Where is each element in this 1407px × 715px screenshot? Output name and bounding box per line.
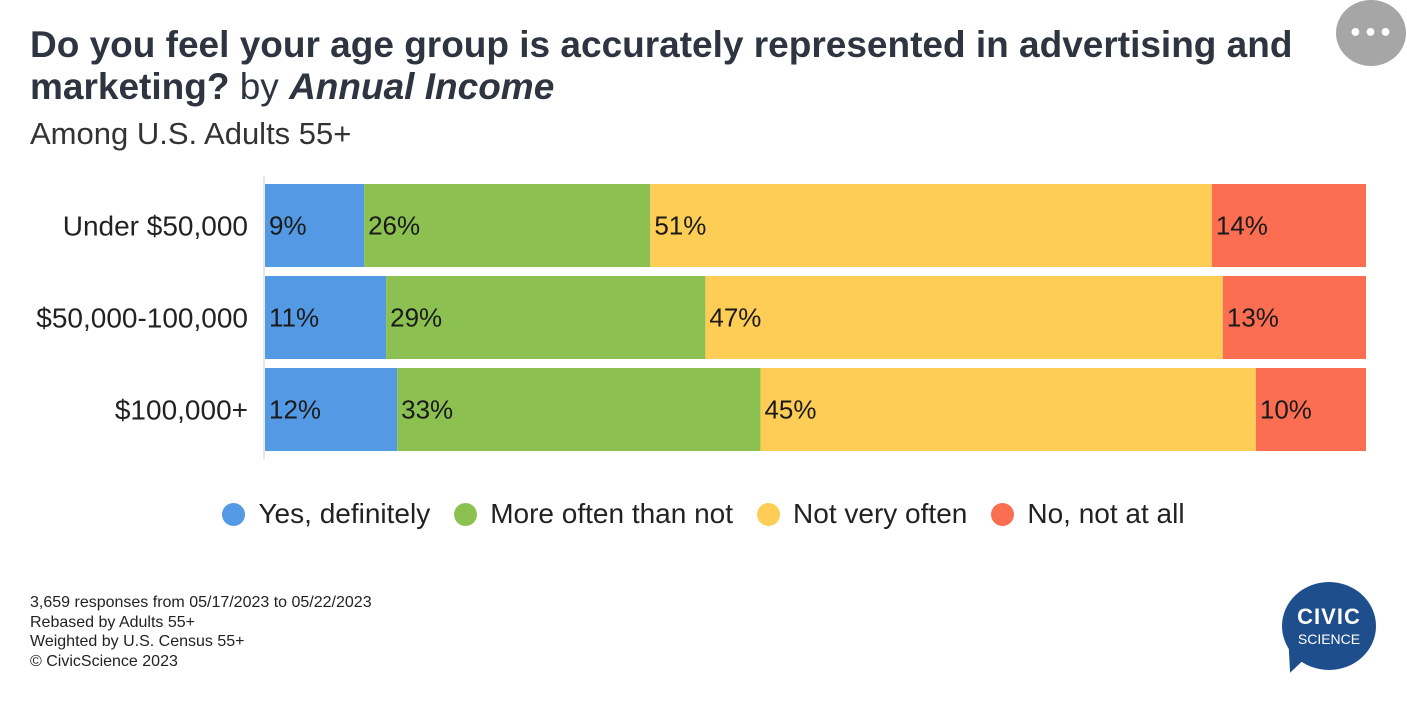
- title-by: by: [239, 66, 279, 107]
- data-label: 51%: [654, 211, 706, 241]
- footnote-weighted: Weighted by U.S. Census 55+: [30, 633, 245, 650]
- bar-segment: [650, 184, 1212, 267]
- category-label: Under $50,000: [63, 211, 248, 242]
- legend-swatch: [222, 502, 246, 526]
- category-label: $50,000-100,000: [36, 303, 248, 334]
- logo-text-science: SCIENCE: [1297, 631, 1361, 647]
- legend-item-yes-definitely[interactable]: Yes, definitely: [222, 498, 430, 530]
- data-label: 26%: [368, 211, 420, 241]
- data-label: 47%: [709, 303, 761, 333]
- bar-segment: [397, 368, 761, 451]
- logo-speech-bubble: [1282, 582, 1376, 670]
- legend-item-no-not-at-all[interactable]: No, not at all: [991, 498, 1185, 530]
- data-label: 9%: [269, 211, 307, 241]
- legend-item-more-often-than-not[interactable]: More often than not: [454, 498, 733, 530]
- data-label: 33%: [401, 395, 453, 425]
- chart-title: Do you feel your age group is accurately…: [30, 24, 1320, 108]
- footnote-rebased: Rebased by Adults 55+: [30, 613, 196, 631]
- legend-swatch: [454, 502, 478, 526]
- bar-segment: [386, 276, 706, 359]
- data-label: 10%: [1260, 395, 1312, 425]
- category-label: $100,000+: [115, 395, 248, 426]
- chart-subtitle: Among U.S. Adults 55+: [30, 116, 352, 151]
- bar-segment: [265, 368, 398, 451]
- bar-segment: [1222, 276, 1366, 359]
- data-label: 29%: [390, 303, 442, 333]
- footnote-copyright: © CivicScience 2023: [30, 652, 178, 670]
- legend-swatch: [991, 502, 1015, 526]
- data-label: 45%: [764, 395, 816, 425]
- data-label: 12%: [269, 395, 321, 425]
- legend-label: Yes, definitely: [258, 498, 431, 529]
- legend-label: More often than not: [490, 498, 734, 529]
- bar-segment: [705, 276, 1223, 359]
- data-label: 11%: [269, 303, 319, 333]
- legend-label: Not very often: [793, 498, 968, 529]
- title-question: Do you feel your age group is accurately…: [30, 24, 1293, 107]
- bar-segment: [265, 184, 365, 267]
- footnotes: 3,659 responses from 05/17/2023 to 05/22…: [30, 593, 372, 671]
- footnote-responses: 3,659 responses from 05/17/2023 to 05/22…: [30, 594, 372, 611]
- bar-segment: [364, 184, 651, 267]
- civicscience-logo: CIVIC SCIENCE: [1280, 582, 1378, 678]
- data-label: 14%: [1216, 211, 1268, 241]
- bar-segment: [760, 368, 1256, 451]
- chart-legend: Yes, definitely More often than not Not …: [0, 498, 1407, 530]
- bar-segment: [1255, 368, 1366, 451]
- title-dimension: Annual Income: [289, 66, 555, 107]
- stacked-bar-chart: Under $50,000 9% 26% 51% 14% $50,000-100,000 1…: [36, 176, 1366, 459]
- legend-swatch: [757, 502, 781, 526]
- bar-segment: [1211, 184, 1366, 267]
- more-options-button[interactable]: •••: [1336, 0, 1406, 66]
- bar-segment: [265, 276, 387, 359]
- legend-label: No, not at all: [1027, 498, 1185, 529]
- legend-item-not-very-often[interactable]: Not very often: [757, 498, 967, 530]
- data-label: 13%: [1227, 303, 1279, 333]
- logo-text-civic: CIVIC: [1297, 604, 1361, 629]
